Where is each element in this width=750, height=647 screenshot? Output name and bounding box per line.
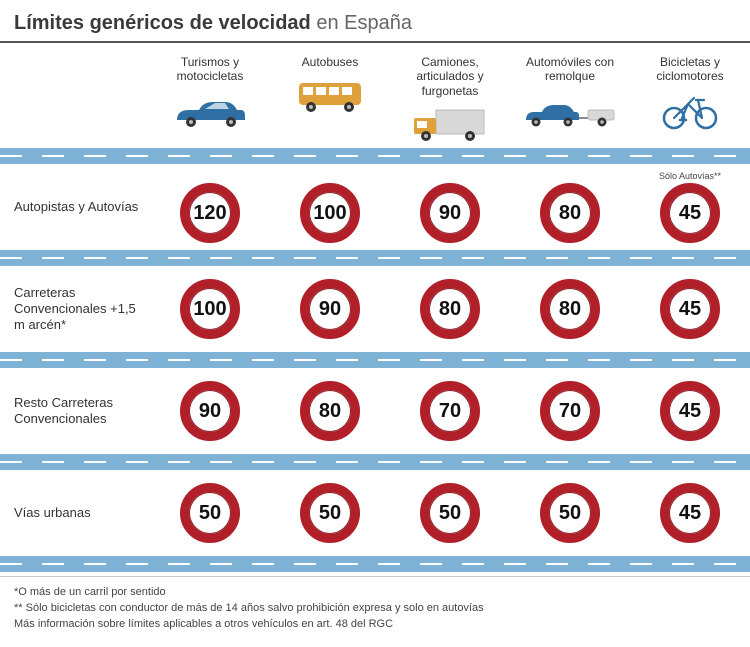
speed-sign: 100 xyxy=(180,279,240,339)
sign-cell: 45 xyxy=(630,368,750,454)
sign-cell: 50 xyxy=(390,470,510,556)
footnotes: *O más de un carril por sentido ** Sólo … xyxy=(0,576,750,647)
sign-cell: 90 xyxy=(390,164,510,250)
car-icon xyxy=(154,88,266,130)
speed-grid: Turismos y motocicletas Autobuses xyxy=(0,49,750,572)
sign-cell: 90 xyxy=(150,368,270,454)
speed-sign: 50 xyxy=(540,483,600,543)
sign-cell: 70 xyxy=(390,368,510,454)
row-label-0: Autopistas y Autovías xyxy=(0,164,150,250)
col-header-trucks: Camiones, articulados y furgonetas xyxy=(390,49,510,148)
footnote-line: Más información sobre límites aplicables… xyxy=(14,617,736,633)
speed-sign: 70 xyxy=(540,381,600,441)
sign-cell: 120 xyxy=(150,164,270,250)
col-header-buses: Autobuses xyxy=(270,49,390,148)
footnote-line: ** Sólo bicicletas con conductor de más … xyxy=(14,601,736,617)
speed-sign: 50 xyxy=(420,483,480,543)
row-label-3: Vías urbanas xyxy=(0,470,150,556)
sign-cell: 80 xyxy=(510,266,630,352)
infographic-container: Límites genéricos de velocidad en España… xyxy=(0,0,750,647)
col-label: Bicicletas y ciclomotores xyxy=(634,55,746,84)
road-stripe xyxy=(0,454,750,470)
speed-sign: 80 xyxy=(300,381,360,441)
road-stripe xyxy=(0,556,750,572)
truck-icon xyxy=(394,102,506,144)
sign-cell: 70 xyxy=(510,368,630,454)
speed-sign: 90 xyxy=(300,279,360,339)
col-label: Automóviles con remolque xyxy=(514,55,626,84)
col-header-trailer: Automóviles con remolque xyxy=(510,49,630,148)
sign-note: Sólo Autovías** xyxy=(659,171,721,181)
speed-sign: 120 xyxy=(180,183,240,243)
row-label-1: Carreteras Convencionales +1,5 m arcén* xyxy=(0,266,150,352)
title-light: en España xyxy=(311,12,412,34)
header-spacer xyxy=(0,49,150,148)
sign-cell: 80 xyxy=(510,164,630,250)
sign-cell: 80 xyxy=(270,368,390,454)
sign-cell: 50 xyxy=(510,470,630,556)
col-header-cars: Turismos y motocicletas xyxy=(150,49,270,148)
footnote-line: *O más de un carril por sentido xyxy=(14,585,736,601)
speed-sign: 45 xyxy=(660,381,720,441)
speed-sign: 50 xyxy=(180,483,240,543)
title-bar: Límites genéricos de velocidad en España xyxy=(0,0,750,43)
speed-sign: 50 xyxy=(300,483,360,543)
speed-sign: 90 xyxy=(180,381,240,441)
row-label-2: Resto Carreteras Convencionales xyxy=(0,368,150,454)
speed-sign: 45 xyxy=(660,183,720,243)
speed-sign: 80 xyxy=(540,279,600,339)
sign-cell: Sólo Autovías** 45 xyxy=(630,164,750,250)
sign-cell: 50 xyxy=(270,470,390,556)
car-trailer-icon xyxy=(514,88,626,130)
speed-sign: 100 xyxy=(300,183,360,243)
col-label: Turismos y motocicletas xyxy=(154,55,266,84)
speed-sign: 45 xyxy=(660,483,720,543)
speed-sign: 80 xyxy=(420,279,480,339)
bus-icon xyxy=(274,73,386,115)
sign-cell: 100 xyxy=(270,164,390,250)
bicycle-icon xyxy=(634,88,746,130)
speed-sign: 45 xyxy=(660,279,720,339)
sign-cell: 50 xyxy=(150,470,270,556)
col-label: Camiones, articulados y furgonetas xyxy=(394,55,506,98)
sign-cell: 45 xyxy=(630,470,750,556)
col-header-bikes: Bicicletas y ciclomotores xyxy=(630,49,750,148)
road-stripe xyxy=(0,148,750,164)
sign-cell: 100 xyxy=(150,266,270,352)
speed-sign: 80 xyxy=(540,183,600,243)
road-stripe xyxy=(0,352,750,368)
sign-cell: 80 xyxy=(390,266,510,352)
sign-cell: 90 xyxy=(270,266,390,352)
speed-sign: 90 xyxy=(420,183,480,243)
title-bold: Límites genéricos de velocidad xyxy=(14,12,311,34)
speed-sign: 70 xyxy=(420,381,480,441)
road-stripe xyxy=(0,250,750,266)
col-label: Autobuses xyxy=(274,55,386,69)
sign-cell: 45 xyxy=(630,266,750,352)
